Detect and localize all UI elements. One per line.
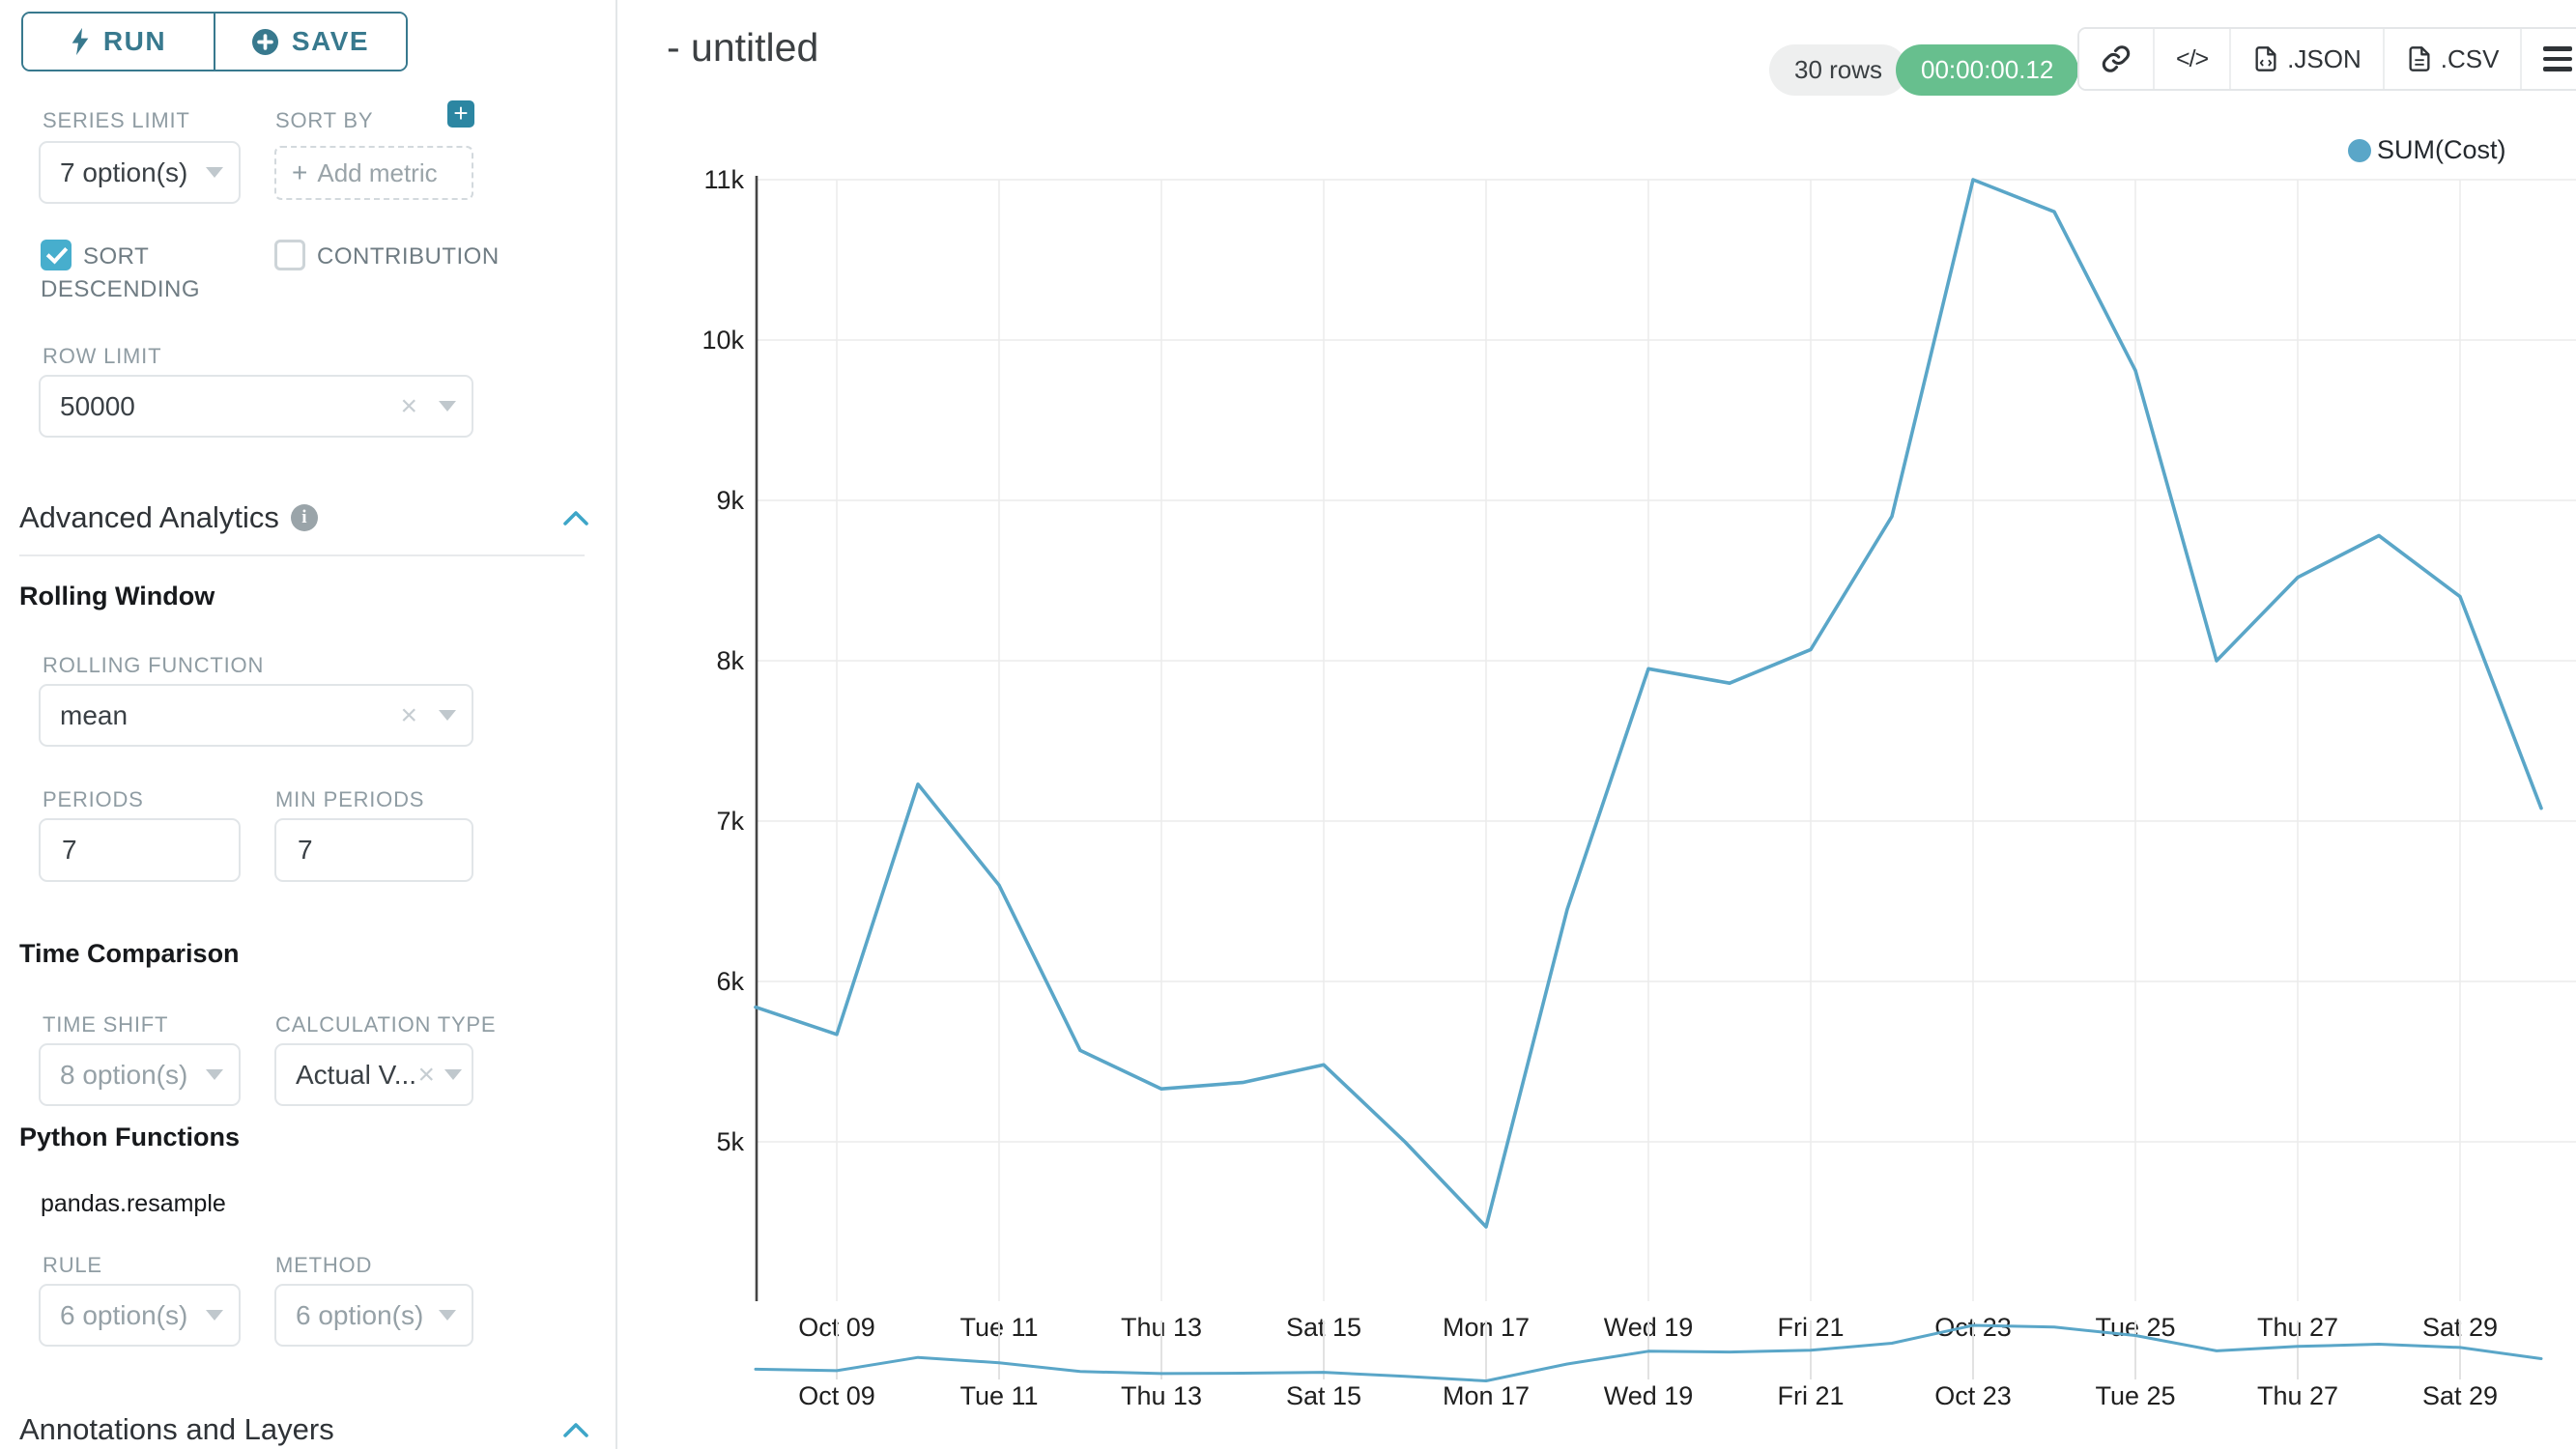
csv-file-icon bbox=[2409, 46, 2430, 71]
export-json-label: .JSON bbox=[2287, 43, 2361, 73]
chart-action-toolbar: </> .JSON .CSV bbox=[2077, 27, 2576, 91]
row-count-badge: 30 rows bbox=[1769, 44, 1908, 96]
run-save-button-group: RUN SAVE bbox=[21, 12, 408, 71]
time-comparison-title: Time Comparison bbox=[19, 939, 240, 968]
annotations-layers-header[interactable]: Annotations and Layers bbox=[19, 1412, 589, 1447]
series-color-dot-icon bbox=[2348, 138, 2371, 162]
clear-x-icon[interactable] bbox=[400, 392, 417, 421]
svg-text:Sat 15: Sat 15 bbox=[1286, 1381, 1361, 1410]
contribution-checkbox[interactable] bbox=[274, 240, 305, 270]
svg-text:Tue 11: Tue 11 bbox=[959, 1381, 1038, 1410]
svg-text:5k: 5k bbox=[716, 1127, 744, 1156]
rolling-function-label: ROLLING FUNCTION bbox=[43, 653, 265, 677]
periods-input[interactable] bbox=[39, 818, 241, 882]
sort-descending-label: SORT DESCENDING bbox=[41, 243, 201, 302]
chevron-up-icon bbox=[563, 510, 588, 526]
json-file-icon bbox=[2255, 46, 2276, 71]
caret-down-icon bbox=[439, 1310, 456, 1321]
rolling-function-select[interactable]: mean bbox=[39, 684, 473, 747]
svg-text:Wed 19: Wed 19 bbox=[1604, 1381, 1694, 1410]
rule-select[interactable]: 6 option(s) bbox=[39, 1284, 241, 1347]
menu-icon bbox=[2543, 46, 2573, 71]
time-shift-select[interactable]: 8 option(s) bbox=[39, 1043, 241, 1106]
contribution-control: CONTRIBUTION bbox=[274, 240, 593, 273]
export-json-button[interactable]: .JSON bbox=[2229, 29, 2383, 89]
run-button[interactable]: RUN bbox=[23, 14, 214, 70]
link-icon bbox=[2102, 45, 2131, 72]
svg-text:Mon 17: Mon 17 bbox=[1443, 1381, 1530, 1410]
caret-down-icon bbox=[206, 1310, 223, 1321]
more-options-button[interactable] bbox=[2520, 29, 2576, 89]
caret-down-icon bbox=[439, 710, 456, 721]
export-csv-label: .CSV bbox=[2440, 43, 2500, 73]
sort-by-label: SORT BY bbox=[275, 108, 374, 132]
svg-text:Sat 29: Sat 29 bbox=[2422, 1381, 2498, 1410]
row-limit-select[interactable]: 50000 bbox=[39, 375, 473, 438]
svg-text:Thu 27: Thu 27 bbox=[2257, 1381, 2338, 1410]
chevron-up-icon bbox=[563, 1422, 588, 1437]
contribution-label: CONTRIBUTION bbox=[317, 243, 500, 270]
query-duration-badge: 00:00:00.12 bbox=[1896, 44, 2079, 96]
row-limit-label: ROW LIMIT bbox=[43, 344, 162, 368]
svg-text:Thu 13: Thu 13 bbox=[1121, 1381, 1202, 1410]
svg-text:10k: 10k bbox=[701, 326, 744, 355]
caret-down-icon bbox=[444, 1069, 462, 1080]
series-limit-select[interactable]: 7 option(s) bbox=[39, 141, 241, 204]
python-functions-title: Python Functions bbox=[19, 1122, 240, 1151]
legend-label: SUM(Cost) bbox=[2377, 135, 2506, 164]
calculation-type-label: CALCULATION TYPE bbox=[275, 1012, 497, 1037]
add-metric-placeholder: Add metric bbox=[317, 157, 438, 187]
caret-down-icon bbox=[206, 1069, 223, 1080]
series-limit-label: SERIES LIMIT bbox=[43, 108, 190, 132]
add-sort-metric-button[interactable] bbox=[447, 100, 474, 128]
sort-by-add-metric[interactable]: Add metric bbox=[274, 146, 473, 200]
lightning-icon bbox=[72, 27, 89, 56]
svg-text:9k: 9k bbox=[716, 486, 744, 515]
rolling-window-title: Rolling Window bbox=[19, 582, 215, 611]
sort-descending-control: SORT DESCENDING bbox=[41, 240, 215, 306]
export-csv-button[interactable]: .CSV bbox=[2382, 29, 2521, 89]
svg-text:8k: 8k bbox=[716, 646, 744, 675]
explore-control-panel: RUN SAVE SERIES LIMIT SORT BY 7 option(s… bbox=[0, 0, 617, 1449]
view-query-button[interactable]: </> bbox=[2153, 29, 2230, 89]
share-link-button[interactable] bbox=[2079, 29, 2153, 89]
caret-down-icon bbox=[439, 401, 456, 412]
calculation-type-select[interactable]: Actual V... bbox=[274, 1043, 473, 1106]
svg-text:Oct 23: Oct 23 bbox=[1934, 1381, 2012, 1410]
method-select[interactable]: 6 option(s) bbox=[274, 1284, 473, 1347]
min-periods-input[interactable] bbox=[274, 818, 473, 882]
caret-down-icon bbox=[206, 167, 223, 178]
periods-label: PERIODS bbox=[43, 787, 144, 811]
clear-x-icon[interactable] bbox=[417, 1061, 435, 1090]
plus-icon bbox=[292, 157, 307, 188]
legend-item[interactable]: SUM(Cost) bbox=[2348, 135, 2506, 165]
code-icon: </> bbox=[2176, 44, 2209, 72]
svg-text:6k: 6k bbox=[716, 967, 744, 996]
svg-text:Oct 09: Oct 09 bbox=[798, 1381, 875, 1410]
section-divider bbox=[19, 554, 585, 556]
chart-title: - untitled bbox=[667, 25, 819, 70]
advanced-analytics-header[interactable]: Advanced Analytics bbox=[19, 500, 589, 535]
min-periods-label: MIN PERIODS bbox=[275, 787, 425, 811]
svg-text:Tue 25: Tue 25 bbox=[2095, 1381, 2175, 1410]
info-icon bbox=[290, 504, 318, 531]
svg-text:7k: 7k bbox=[716, 807, 744, 836]
clear-x-icon[interactable] bbox=[400, 701, 417, 730]
svg-text:11k: 11k bbox=[703, 165, 744, 194]
sort-descending-checkbox[interactable] bbox=[41, 240, 72, 270]
method-label: METHOD bbox=[275, 1253, 373, 1277]
plus-circle-icon bbox=[251, 28, 278, 55]
save-button[interactable]: SAVE bbox=[214, 14, 406, 70]
svg-text:Fri 21: Fri 21 bbox=[1777, 1381, 1844, 1410]
rule-label: RULE bbox=[43, 1253, 102, 1277]
time-shift-label: TIME SHIFT bbox=[43, 1012, 169, 1037]
pandas-resample-label: pandas.resample bbox=[41, 1190, 226, 1217]
